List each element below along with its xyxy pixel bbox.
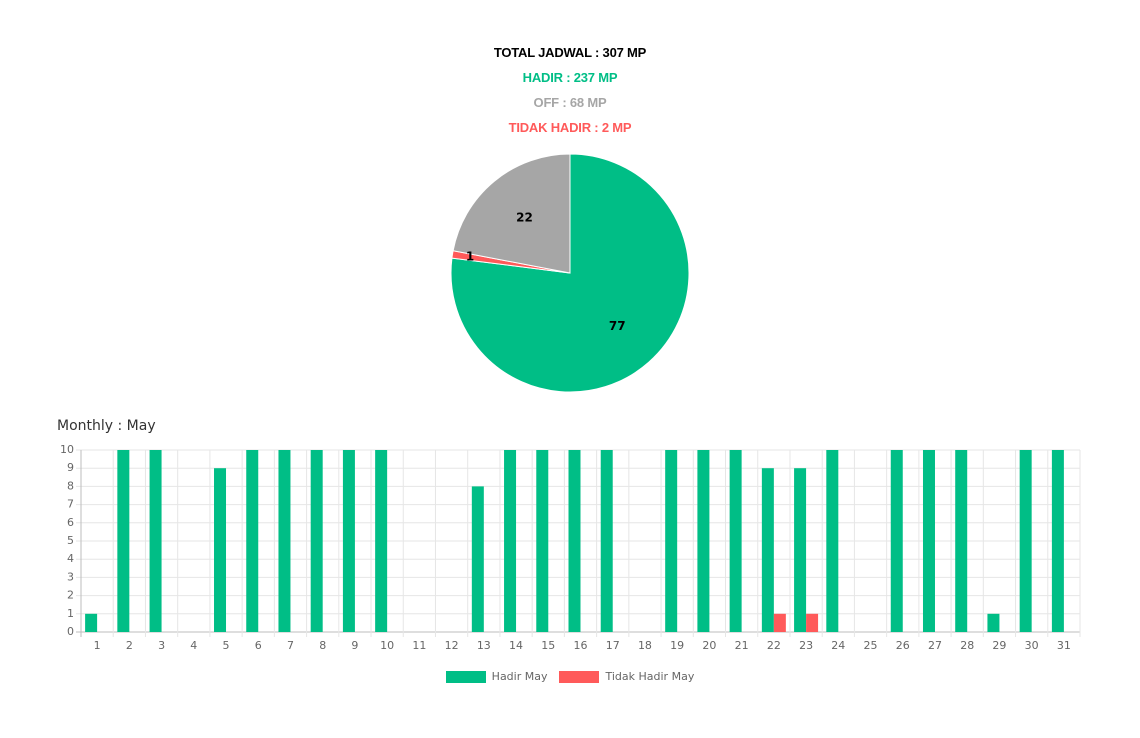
pie-slice-22[interactable]: [452, 153, 571, 274]
y-tick-label: 5: [67, 534, 74, 547]
x-tick-label: 19: [670, 639, 684, 652]
y-tick-label: 10: [60, 443, 74, 456]
x-tick-label: 12: [445, 639, 459, 652]
y-tick-label: 8: [67, 479, 74, 492]
bar-hadir-day-5[interactable]: [214, 468, 227, 632]
legend-label-hadir: Hadir May: [491, 670, 548, 683]
x-tick-label: 28: [960, 639, 974, 652]
bar-hadir-day-26[interactable]: [890, 450, 903, 632]
summary-tidak-hadir: TIDAK HADIR : 2 MP: [508, 120, 632, 135]
y-tick-label: 6: [67, 516, 74, 529]
legend-label-tidak-hadir: Tidak Hadir May: [605, 670, 695, 683]
bar-hadir-day-9[interactable]: [342, 450, 355, 632]
bar-hadir-day-20[interactable]: [697, 450, 710, 632]
bar-hadir-day-22[interactable]: [761, 468, 774, 632]
x-tick-label: 16: [574, 639, 588, 652]
bar-hadir-day-2[interactable]: [117, 450, 130, 632]
bar-hadir-day-13[interactable]: [471, 486, 484, 632]
y-tick-label: 2: [67, 589, 74, 602]
y-tick-label: 9: [67, 461, 74, 474]
legend-swatch-tidak-hadir: [559, 670, 600, 683]
x-tick-label: 29: [992, 639, 1006, 652]
x-tick-label: 4: [190, 639, 197, 652]
bar-hadir-day-16[interactable]: [568, 450, 581, 632]
legend-item-hadir[interactable]: Hadir May: [445, 670, 548, 683]
x-tick-label: 27: [928, 639, 942, 652]
monthly-title: Monthly : May: [57, 418, 156, 434]
bar-tidak-hadir-day-22[interactable]: [773, 613, 786, 632]
bar-hadir-day-30[interactable]: [1019, 450, 1032, 632]
x-tick-label: 24: [831, 639, 845, 652]
x-tick-label: 15: [541, 639, 555, 652]
bar-hadir-day-1[interactable]: [85, 613, 98, 632]
summary-total: TOTAL JADWAL : 307 MP: [493, 45, 647, 60]
x-tick-label: 9: [351, 639, 358, 652]
x-tick-label: 20: [702, 639, 716, 652]
y-tick-label: 0: [67, 625, 74, 638]
y-tick-label: 7: [67, 498, 74, 511]
summary-off: OFF : 68 MP: [533, 95, 607, 110]
x-tick-label: 23: [799, 639, 813, 652]
bar-hadir-day-19[interactable]: [665, 450, 678, 632]
x-tick-label: 18: [638, 639, 652, 652]
x-tick-label: 21: [735, 639, 749, 652]
x-tick-label: 26: [896, 639, 910, 652]
bar-hadir-day-14[interactable]: [504, 450, 517, 632]
bar-hadir-day-8[interactable]: [310, 450, 323, 632]
bar-hadir-day-17[interactable]: [600, 450, 613, 632]
x-tick-label: 30: [1025, 639, 1039, 652]
pie-label-1: 1: [466, 250, 474, 264]
x-tick-label: 17: [606, 639, 620, 652]
x-tick-label: 5: [223, 639, 230, 652]
y-tick-label: 1: [67, 607, 74, 620]
x-tick-label: 7: [287, 639, 294, 652]
pie-label-77: 77: [609, 319, 626, 333]
x-tick-label: 13: [477, 639, 491, 652]
x-tick-label: 2: [126, 639, 133, 652]
bar-hadir-day-15[interactable]: [536, 450, 549, 632]
x-tick-label: 3: [158, 639, 165, 652]
bar-hadir-day-21[interactable]: [729, 450, 742, 632]
bar-hadir-day-23[interactable]: [794, 468, 807, 632]
x-tick-label: 10: [380, 639, 394, 652]
pie-label-22: 22: [516, 210, 533, 224]
legend-item-tidak-hadir[interactable]: Tidak Hadir May: [559, 670, 694, 683]
x-tick-label: 22: [767, 639, 781, 652]
summary-hadir: HADIR : 237 MP: [522, 70, 618, 85]
bar-hadir-day-3[interactable]: [149, 450, 162, 632]
x-tick-label: 25: [864, 639, 878, 652]
bar-hadir-day-27[interactable]: [922, 450, 935, 632]
attendance-pie-chart: 77 1 22: [450, 153, 690, 393]
x-tick-label: 11: [412, 639, 426, 652]
bar-hadir-day-28[interactable]: [955, 450, 968, 632]
x-tick-label: 8: [319, 639, 326, 652]
bar-hadir-day-29[interactable]: [987, 613, 1000, 632]
y-tick-label: 3: [67, 570, 74, 583]
x-tick-label: 31: [1057, 639, 1071, 652]
bar-hadir-day-7[interactable]: [278, 450, 291, 632]
bar-chart-legend: Hadir May Tidak Hadir May: [0, 670, 1140, 683]
x-tick-label: 14: [509, 639, 523, 652]
x-tick-label: 6: [255, 639, 262, 652]
bar-hadir-day-10[interactable]: [375, 450, 388, 632]
bar-hadir-day-24[interactable]: [826, 450, 839, 632]
bar-hadir-day-6[interactable]: [246, 450, 259, 632]
y-tick-label: 4: [67, 552, 74, 565]
bar-hadir-day-31[interactable]: [1051, 450, 1064, 632]
x-tick-label: 1: [94, 639, 101, 652]
legend-swatch-hadir: [445, 670, 486, 683]
bar-tidak-hadir-day-23[interactable]: [806, 613, 819, 632]
